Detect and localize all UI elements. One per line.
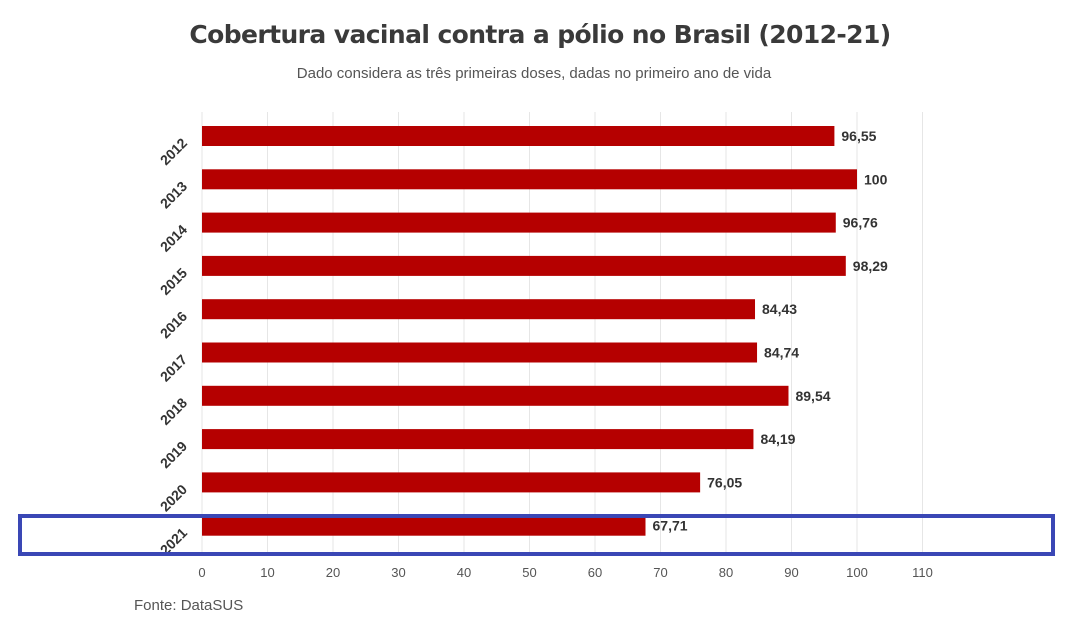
value-label: 98,29 <box>853 258 888 274</box>
value-labels: 96,55 100 96,76 98,29 84,43 84,74 89,54 84,19 76… <box>653 128 889 534</box>
bar-2012 <box>202 126 835 146</box>
highlight-box <box>18 514 1055 556</box>
bar-2017 <box>202 342 758 363</box>
category-label: 2016 <box>157 308 190 341</box>
category-label: 2014 <box>157 221 190 254</box>
x-tick-label: 10 <box>260 565 274 580</box>
category-label: 2019 <box>157 438 190 471</box>
category-label: 2013 <box>157 178 190 211</box>
bar-2014 <box>202 212 836 233</box>
category-label: 2017 <box>157 351 190 384</box>
category-label: 2020 <box>157 481 190 514</box>
x-tick-label: 40 <box>457 565 471 580</box>
x-tick-label: 70 <box>653 565 667 580</box>
category-label: 2015 <box>157 265 190 298</box>
bar-2015 <box>202 255 846 276</box>
source-note: Fonte: DataSUS <box>134 597 244 614</box>
bar-2019 <box>202 429 754 450</box>
x-tick-label: 60 <box>588 565 602 580</box>
bars <box>202 126 857 536</box>
chart-subtitle: Dado considera as três primeiras doses, … <box>296 65 772 82</box>
x-axis-tick-labels: 0 10 20 30 40 50 60 70 80 90 100 110 <box>198 565 932 580</box>
x-tick-label: 20 <box>326 565 340 580</box>
x-tick-label: 50 <box>522 565 536 580</box>
bar-2021 <box>202 515 646 536</box>
x-tick-label: 110 <box>912 565 933 580</box>
value-label: 89,54 <box>795 388 830 404</box>
bar-2016 <box>202 299 756 320</box>
x-tick-label: 90 <box>784 565 798 580</box>
x-tick-label: 80 <box>719 565 733 580</box>
x-tick-label: 100 <box>846 565 868 580</box>
value-label: 100 <box>864 171 888 187</box>
x-tick-label: 30 <box>391 565 405 580</box>
bar-2018 <box>202 385 789 406</box>
value-label: 76,05 <box>707 474 742 490</box>
value-label: 84,74 <box>764 345 799 361</box>
chart-title: Cobertura vacinal contra a pólio no Bras… <box>189 20 891 49</box>
value-label: 96,55 <box>841 128 876 144</box>
value-label: 84,43 <box>762 301 797 317</box>
x-tick-label: 0 <box>198 565 205 580</box>
value-label: 67,71 <box>653 518 688 534</box>
value-label: 84,19 <box>760 431 795 447</box>
bar-2020 <box>202 472 701 493</box>
category-label: 2018 <box>157 394 190 427</box>
category-label: 2012 <box>157 135 190 168</box>
value-label: 96,76 <box>843 215 878 231</box>
bar-2013 <box>202 169 857 190</box>
